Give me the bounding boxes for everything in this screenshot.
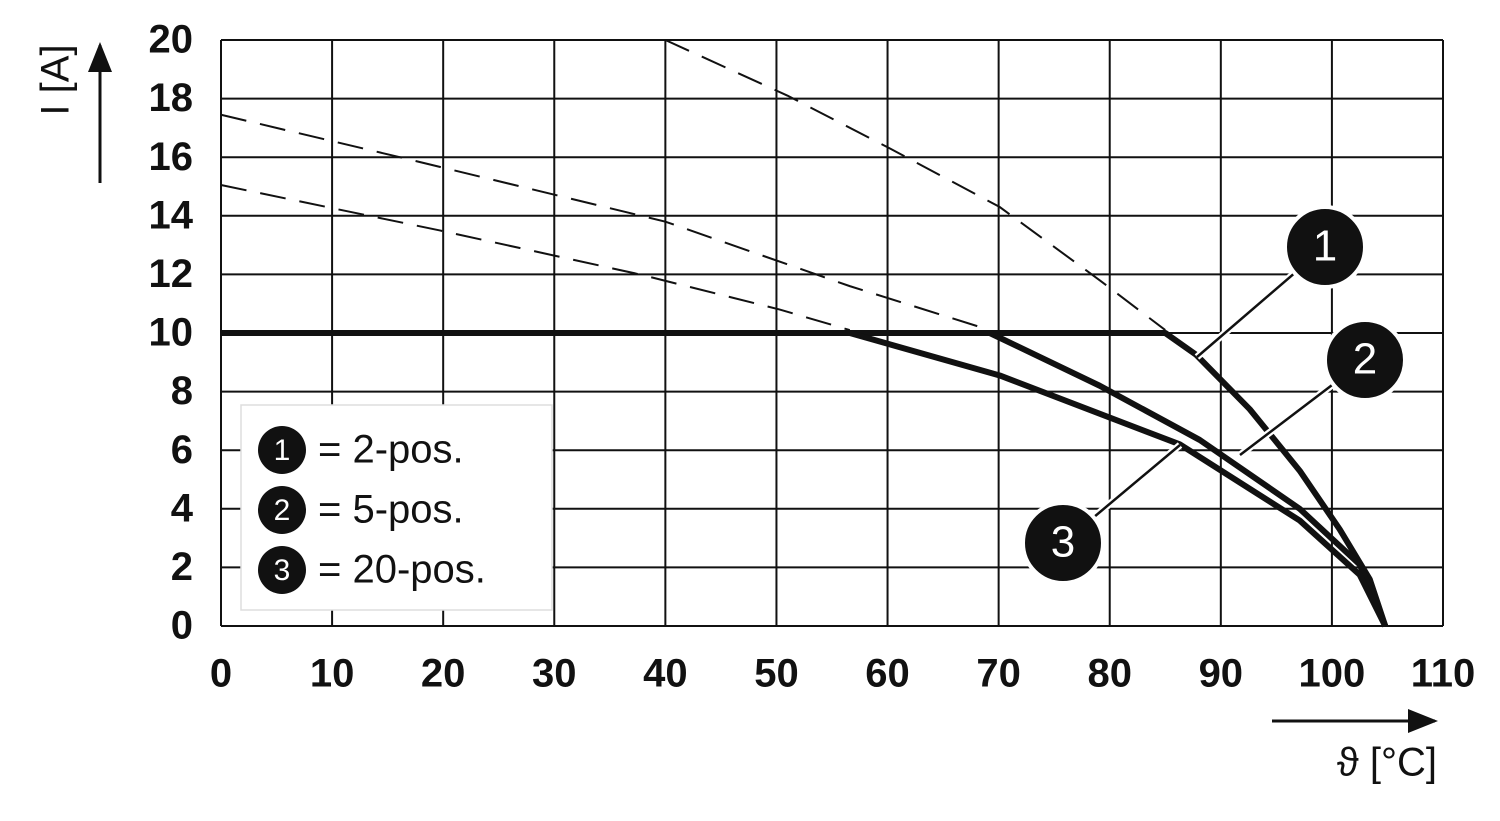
y-tick-label: 4 (171, 486, 194, 530)
y-tick-label: 6 (171, 428, 193, 472)
x-tick-label: 40 (643, 652, 688, 696)
extension-line (664, 39, 1166, 331)
y-tick-label: 2 (171, 545, 193, 589)
extension-line (220, 184, 851, 332)
legend-marker (258, 546, 306, 594)
x-tick-label: 110 (1411, 652, 1476, 696)
x-tick-label: 0 (210, 652, 232, 696)
legend-label: = 2-pos. (318, 428, 464, 472)
y-tick-label: 18 (149, 76, 194, 120)
legend-marker (258, 486, 306, 534)
legend-label: = 20-pos. (318, 548, 486, 592)
callout-label: 3 (1051, 518, 1075, 567)
y-tick-label: 10 (149, 311, 194, 355)
legend-label: = 5-pos. (318, 488, 464, 532)
x-axis-label: ϑ [°C] (1337, 741, 1437, 785)
x-tick-label: 50 (754, 652, 799, 696)
x-tick-label: 70 (976, 652, 1021, 696)
y-tick-label: 12 (149, 252, 194, 296)
y-tick-label: 16 (149, 135, 194, 179)
y-tick-label: 20 (149, 18, 194, 62)
legend-marker-label: 3 (274, 554, 291, 587)
x-tick-label: 100 (1299, 652, 1366, 696)
x-tick-label: 60 (865, 652, 910, 696)
extension-line (220, 113, 991, 332)
x-tick-label: 90 (1199, 652, 1244, 696)
y-tick-label: 8 (171, 369, 193, 413)
x-tick-label: 80 (1087, 652, 1132, 696)
y-axis-label: I [A] (34, 44, 78, 115)
x-tick-label: 10 (310, 652, 355, 696)
y-tick-label: 14 (149, 193, 194, 237)
line (221, 330, 1389, 628)
callout-label: 1 (1313, 222, 1337, 271)
legend-marker-label: 1 (274, 434, 291, 467)
callout-circle (1283, 205, 1367, 289)
callout-circle (1021, 501, 1105, 585)
legend-marker (258, 426, 306, 474)
y-tick-label: 0 (171, 604, 193, 648)
legend-marker-label: 2 (274, 494, 291, 527)
x-tick-label: 30 (532, 652, 577, 696)
x-tick-label: 20 (421, 652, 466, 696)
line (221, 330, 1388, 628)
callout-label: 2 (1353, 335, 1377, 384)
callout-circle (1323, 318, 1407, 402)
